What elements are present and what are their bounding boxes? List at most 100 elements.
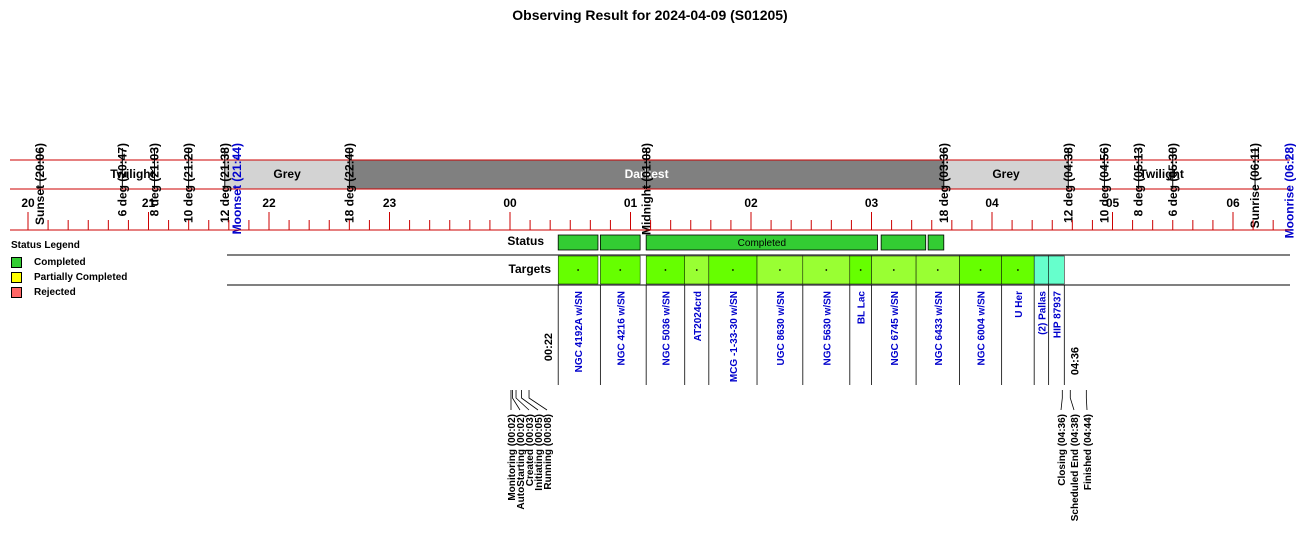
legend-item-partial: Partially Completed [11, 270, 127, 285]
event-label: 12 deg (04:38) [1061, 143, 1075, 223]
status-row-label: Status [507, 234, 544, 248]
phase-band [40, 160, 225, 189]
event-label: Sunrise (06:11) [1248, 143, 1262, 228]
target-name-label: (2) Pallas [1037, 291, 1048, 335]
legend-item-completed: Completed [11, 255, 127, 270]
target-dot [732, 269, 734, 271]
start-event-label: Created (00:03) [525, 414, 536, 486]
target-name-label: U Her [1014, 291, 1025, 318]
end-event-label: Closing (04:36) [1057, 414, 1068, 486]
start-event-label: Running (00:08) [543, 414, 554, 490]
hour-tick-label: 04 [985, 196, 999, 210]
event-label: 10 deg (21:20) [182, 143, 196, 223]
legend-swatch-rejected [11, 287, 22, 298]
target-name-label: NGC 6745 w/SN [890, 291, 901, 365]
start-event-label: Monitoring (00:02) [507, 414, 518, 501]
target-name-label: MCG -1-33-30 w/SN [729, 291, 740, 382]
legend-item-rejected: Rejected [11, 285, 127, 300]
legend-label-rejected: Rejected [34, 287, 76, 298]
start-event-label: AutoStarting (00:02) [516, 414, 527, 510]
phase-band [943, 160, 1069, 189]
legend-swatch-completed [11, 257, 22, 268]
hour-tick-label: 03 [865, 196, 879, 210]
event-label: 6 deg (20:47) [115, 143, 129, 216]
hour-tick-label: 02 [744, 196, 758, 210]
hour-tick-label: 05 [1106, 196, 1120, 210]
event-label: 18 deg (22:40) [342, 143, 356, 223]
end-event-leader [1085, 390, 1088, 411]
target-bar [1048, 255, 1065, 285]
target-dot [892, 269, 895, 271]
hour-tick-label: 01 [624, 196, 638, 210]
phase-label: Grey [992, 167, 1020, 181]
target-name-label: UGC 8630 w/SN [776, 291, 787, 365]
start-event-leader [515, 390, 530, 411]
status-bar [645, 234, 878, 251]
target-dot [825, 269, 828, 271]
target-name-label: NGC 4216 w/SN [616, 291, 627, 365]
status-bar [880, 234, 927, 251]
target-dot [979, 269, 982, 271]
target-name-label: BL Lac [857, 291, 868, 325]
event-label: 6 deg (05:30) [1166, 143, 1180, 216]
status-legend: Status Legend Completed Partially Comple… [11, 240, 127, 300]
legend-title: Status Legend [11, 240, 80, 251]
target-dot [695, 269, 698, 271]
chart-title: Observing Result for 2024-04-09 (S01205) [512, 7, 787, 23]
end-event-leader [1069, 390, 1075, 411]
start-event-leader [512, 390, 521, 411]
start-event-label: Initiating (00:05) [534, 414, 545, 491]
target-bar [1033, 255, 1049, 285]
event-label: 8 deg (05:13) [1132, 143, 1146, 216]
hour-tick-label: 06 [1226, 196, 1240, 210]
target-dot [859, 269, 862, 271]
target-dot [936, 269, 939, 271]
event-label: Midnight (01:08) [640, 143, 654, 235]
legend-swatch-partial [11, 272, 22, 283]
target-dot [577, 269, 579, 271]
hour-tick-label: 00 [503, 196, 517, 210]
target-name-label: HIP 87937 [1052, 291, 1063, 339]
hour-tick-label: 23 [383, 196, 397, 210]
legend-label-partial: Partially Completed [34, 272, 128, 283]
end-event-leader [1060, 390, 1063, 411]
start-time-label: 00:22 [543, 333, 555, 361]
phase-band [1068, 160, 1256, 189]
status-bar [927, 234, 945, 251]
event-label: 12 deg (21:38) [218, 143, 232, 223]
hour-tick-label: 22 [262, 196, 276, 210]
target-name-label: AT2024crd [693, 291, 704, 341]
end-event-label: Finished (04:44) [1083, 414, 1094, 490]
target-dot [1017, 269, 1019, 271]
status-bar [599, 234, 641, 251]
targets-row-label: Targets [509, 262, 552, 276]
event-label: 18 deg (03:36) [937, 143, 951, 223]
phase-band [224, 160, 350, 189]
moon-event-label: Moonset (21:44) [230, 143, 244, 234]
start-event-leader [521, 390, 539, 411]
legend-label-completed: Completed [34, 257, 86, 268]
event-label: 10 deg (04:56) [1097, 143, 1111, 223]
phase-label: Twilight [110, 167, 154, 181]
end-event-label: Scheduled End (04:38) [1070, 414, 1081, 521]
target-dot [664, 269, 667, 271]
end-time-label: 04:36 [1069, 347, 1081, 375]
event-label: Sunset (20:06) [33, 143, 47, 225]
target-dot [619, 269, 622, 271]
status-bar-label: Completed [738, 238, 786, 249]
target-name-label: NGC 4192A w/SN [574, 291, 585, 372]
phase-label: Grey [273, 167, 301, 181]
target-name-label: NGC 6004 w/SN [977, 291, 988, 365]
target-name-label: NGC 5630 w/SN [822, 291, 833, 365]
target-dot [779, 269, 781, 271]
hour-tick-label: 20 [21, 196, 35, 210]
target-name-label: NGC 6433 w/SN [934, 291, 945, 365]
event-label: 8 deg (21:03) [148, 143, 162, 216]
start-event-leader [528, 390, 548, 411]
hour-tick-label: 21 [142, 196, 156, 210]
target-name-label: NGC 5036 w/SN [661, 291, 672, 365]
status-bar [557, 234, 599, 251]
moon-event-label: Moonrise (06:28) [1282, 143, 1296, 238]
